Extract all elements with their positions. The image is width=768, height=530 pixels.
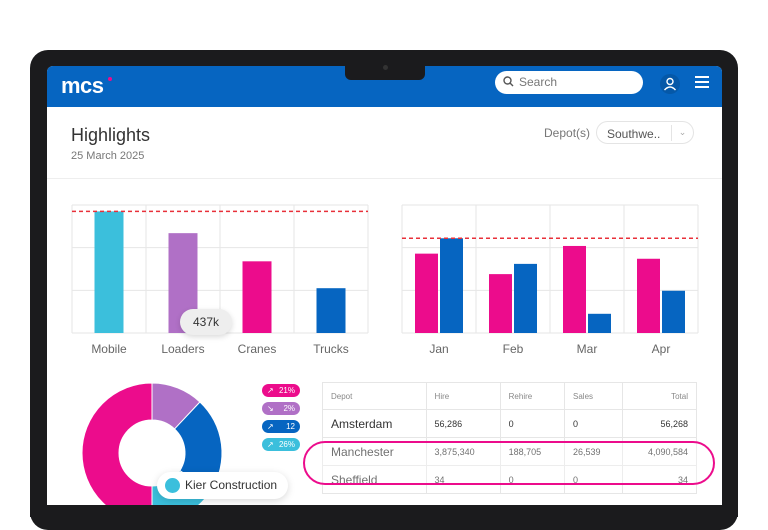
page-date: 25 March 2025 [71, 150, 145, 162]
hamburger-menu-icon[interactable] [695, 76, 709, 88]
bar-trucks [316, 288, 346, 333]
col-sales[interactable]: Sales [564, 382, 623, 410]
hire-cell: 34 [425, 465, 501, 494]
depot-table: Depot Hire Rehire Sales Total Amsterdam 5… [322, 382, 698, 494]
hire-cell: 56,286 [425, 409, 501, 438]
col-rehire[interactable]: Rehire [499, 382, 566, 410]
badge-value: 12 [286, 422, 295, 431]
logo-dot [107, 77, 112, 81]
table-row[interactable]: Sheffield 34 0 0 34 [322, 465, 698, 494]
x-tick-label: Apr [652, 342, 671, 356]
user-icon[interactable] [660, 74, 680, 94]
camera-notch [345, 60, 425, 80]
chevron-down-icon[interactable]: ⌄ [671, 125, 693, 141]
total-cell: 56,268 [621, 409, 698, 438]
badge-value: 2% [283, 404, 295, 413]
depot-label: Depot(s) [544, 126, 591, 140]
depot-cell: Amsterdam [322, 409, 427, 438]
arrow-up-right-icon: ↗ [267, 422, 274, 431]
table-header-row: Depot Hire Rehire Sales Total [322, 382, 698, 410]
logo-text: mcs [61, 73, 104, 98]
badge-value: 21% [278, 386, 295, 395]
highlighted-row-outline [303, 441, 715, 485]
x-tick-label: Cranes [238, 342, 277, 356]
donut-slice [81, 382, 153, 506]
charts-canvas: Mobile Loaders Cranes Trucks Jan Feb Mar Apr [71, 204, 699, 506]
bar-mobile [94, 211, 124, 333]
col-depot[interactable]: Depot [322, 382, 427, 410]
change-badge: ↗ 21% [262, 384, 300, 397]
change-badge: ↗ 26% [262, 438, 300, 451]
depot-select[interactable]: Southwe.. ⌄ [596, 121, 694, 144]
depot-value: Southwe.. [607, 127, 661, 141]
sales-cell: 0 [564, 465, 623, 494]
divider [47, 178, 722, 179]
laptop-bezel-bottom [30, 505, 738, 517]
arrow-down-right-icon: ↘ [267, 404, 274, 413]
bar-feb-series-2 [514, 263, 537, 333]
bar-jan-series-1 [415, 253, 438, 333]
x-tick-label: Jan [429, 342, 448, 356]
rehire-cell: 0 [499, 465, 566, 494]
page-title: Highlights [71, 125, 151, 145]
bar-mar-series-1 [563, 245, 586, 333]
bar-apr-series-2 [662, 290, 685, 333]
legend-chip: Kier Construction [157, 472, 288, 499]
change-badge: ↘ 2% [262, 402, 300, 415]
table-row[interactable]: Amsterdam 56,286 0 0 56,268 [322, 409, 698, 438]
bar-mar-series-2 [588, 313, 611, 333]
search-icon [503, 76, 514, 87]
bar-feb-series-1 [489, 274, 512, 333]
change-badge: ↗ 12 [262, 420, 300, 433]
camera-icon [383, 65, 388, 70]
col-hire[interactable]: Hire [425, 382, 501, 410]
col-total[interactable]: Total [621, 382, 698, 410]
x-tick-label: Trucks [313, 342, 349, 356]
arrow-up-right-icon: ↗ [267, 386, 274, 395]
x-tick-label: Feb [503, 342, 524, 356]
legend-chip-label: Kier Construction [185, 478, 278, 492]
x-tick-label: Mar [577, 342, 598, 356]
x-tick-label: Loaders [161, 342, 204, 356]
x-tick-label: Mobile [91, 342, 127, 356]
rehire-cell: 0 [499, 409, 566, 438]
bar-apr-series-1 [637, 258, 660, 333]
search-placeholder: Search [519, 75, 558, 89]
sales-cell: 0 [564, 409, 623, 438]
search-input[interactable]: Search [495, 71, 643, 94]
bar-jan-series-2 [440, 238, 463, 333]
arrow-up-right-icon: ↗ [267, 440, 274, 449]
screen: mcs Search Highlights 25 March 2025 Depo… [47, 66, 722, 506]
bar-tooltip: 437k [180, 309, 232, 335]
logo[interactable]: mcs [61, 73, 112, 99]
legend-dot [165, 478, 180, 493]
badge-value: 26% [278, 440, 295, 449]
bar-cranes [242, 261, 272, 333]
